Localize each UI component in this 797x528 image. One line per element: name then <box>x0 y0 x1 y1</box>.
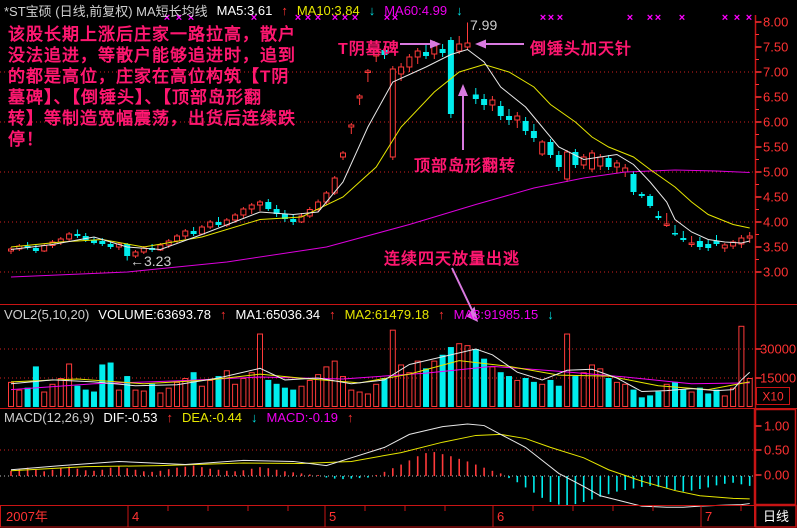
svg-text:×: × <box>315 12 321 24</box>
vol-ma2-value: MA2:61479.18 <box>344 307 430 322</box>
svg-text:×: × <box>627 12 633 24</box>
svg-text:4.50: 4.50 <box>763 190 788 205</box>
ma10-value: MA10:3.84 <box>296 3 360 18</box>
volume-trend-arrow-icon: ↑ <box>220 307 227 322</box>
volume-ma-lines <box>10 348 751 393</box>
svg-text:4.00: 4.00 <box>763 215 788 230</box>
vol-ma3-value: MA3:91985.15 <box>453 307 539 322</box>
macd-axis: 1.00 0.50 0.00 <box>753 408 797 506</box>
svg-text:3.00: 3.00 <box>763 265 788 280</box>
svg-text:×: × <box>679 12 685 24</box>
svg-text:×: × <box>342 12 348 24</box>
macd-lines <box>10 423 750 508</box>
svg-text:×: × <box>655 12 661 24</box>
svg-text:×: × <box>295 12 301 24</box>
svg-text:×: × <box>647 12 653 24</box>
dif-value: DIF:-0.53 <box>103 410 158 425</box>
macd-histogram <box>10 452 751 506</box>
macd-value: MACD:-0.19 <box>266 410 339 425</box>
analysis-commentary: 该股长期上涨后庄家一路拉高，散户 没法追进，等散户能够追进时，追到 的都是高位，… <box>8 25 296 149</box>
annotation-island-reversal: 顶部岛形翻转 <box>414 158 517 175</box>
svg-text:2007年: 2007年 <box>6 509 48 524</box>
ma10-trend-arrow-icon: ↓ <box>368 3 376 18</box>
svg-text:×: × <box>746 12 752 24</box>
svg-text:×: × <box>734 12 740 24</box>
ma60-value: MA60:4.99 <box>384 3 448 18</box>
macd-indicator-name: MACD(12,26,9) <box>4 410 95 425</box>
svg-text:X10: X10 <box>762 390 784 404</box>
svg-text:×: × <box>548 12 554 24</box>
vol-indicator-name: VOL2(5,10,20) <box>4 307 90 322</box>
svg-text:日线: 日线 <box>763 509 789 524</box>
dif-arrow-icon: ↑ <box>166 410 174 425</box>
volume-bars <box>8 325 753 408</box>
svg-text:4: 4 <box>132 509 139 524</box>
svg-text:×: × <box>176 12 182 24</box>
svg-text:0.00: 0.00 <box>764 468 789 483</box>
vol-ma3-arrow-icon: ↓ <box>547 307 554 322</box>
svg-text:×: × <box>557 12 563 24</box>
svg-text:3.50: 3.50 <box>763 240 788 255</box>
svg-text:7: 7 <box>705 509 712 524</box>
ma5-trend-arrow-icon: ↑ <box>281 3 288 18</box>
svg-text:5.00: 5.00 <box>763 165 788 180</box>
svg-text:×: × <box>332 12 338 24</box>
svg-text:5.50: 5.50 <box>763 140 788 155</box>
svg-text:1.00: 1.00 <box>764 419 789 434</box>
svg-text:×: × <box>251 12 257 24</box>
svg-text:5: 5 <box>329 509 336 524</box>
svg-text:×: × <box>352 12 358 24</box>
svg-text:×: × <box>540 12 546 24</box>
annotation-inverted-hammer: 倒锤头加天针 <box>530 41 633 58</box>
panel-frames <box>0 304 797 409</box>
svg-text:×: × <box>188 12 194 24</box>
svg-text:×: × <box>392 12 398 24</box>
annotation-volume-escape: 连续四天放量出逃 <box>384 251 521 268</box>
svg-text:0.50: 0.50 <box>764 443 789 458</box>
volume-value: VOLUME:63693.78 <box>98 307 212 322</box>
ma5-value: MA5:3.61 <box>216 3 273 18</box>
low-price-label: ←3.23 <box>130 253 172 269</box>
volume-axis: 30000 15000 X10 <box>755 342 796 405</box>
svg-text:7.00: 7.00 <box>763 65 788 80</box>
vol-ma1-value: MA1:65036.34 <box>235 307 321 322</box>
svg-text:8.00: 8.00 <box>763 15 788 30</box>
svg-text:7.50: 7.50 <box>763 40 788 55</box>
svg-text:6.00: 6.00 <box>763 115 788 130</box>
price-ma-lines <box>10 48 750 278</box>
macd-arrow-icon: ↑ <box>347 410 354 425</box>
stock-title: *ST宝硕 (日线,前复权) MA短长均线 <box>4 4 208 19</box>
svg-text:×: × <box>722 12 728 24</box>
vol-ma1-arrow-icon: ↑ <box>329 307 336 322</box>
svg-text:×: × <box>384 12 390 24</box>
svg-text:6: 6 <box>497 509 504 524</box>
svg-text:×: × <box>305 12 311 24</box>
sell-mark-icons: × × × × × × × × × × × × × × × × × × × × × × <box>164 12 752 24</box>
time-axis: 2007年 4 5 6 7 日线 <box>0 504 797 528</box>
dea-arrow-icon: ↓ <box>250 410 258 425</box>
svg-text:30000: 30000 <box>760 342 796 357</box>
main-header: *ST宝硕 (日线,前复权) MA短长均线 MA5:3.61 ↑ MA10:3.… <box>4 1 463 20</box>
annotation-gravestone: T阴墓碑 <box>338 41 400 58</box>
vol-ma2-arrow-icon: ↑ <box>438 307 445 322</box>
ma60-trend-arrow-icon: ↓ <box>456 3 463 18</box>
annotation-arrows <box>400 39 524 322</box>
dea-value: DEA:-0.44 <box>182 410 242 425</box>
volume-header: VOL2(5,10,20) VOLUME:63693.78 ↑ MA1:6503… <box>4 307 554 322</box>
price-axis: 8.00 7.50 7.00 6.50 6.00 5.50 5.00 4.50 4.00 3.50… <box>754 15 788 527</box>
svg-text:6.50: 6.50 <box>763 90 788 105</box>
svg-text:15000: 15000 <box>760 371 796 386</box>
macd-header: MACD(12,26,9) DIF:-0.53 ↑ DEA:-0.44 ↓ MA… <box>4 410 354 425</box>
svg-text:×: × <box>164 12 170 24</box>
peak-price-label: 7.99 <box>470 17 498 33</box>
